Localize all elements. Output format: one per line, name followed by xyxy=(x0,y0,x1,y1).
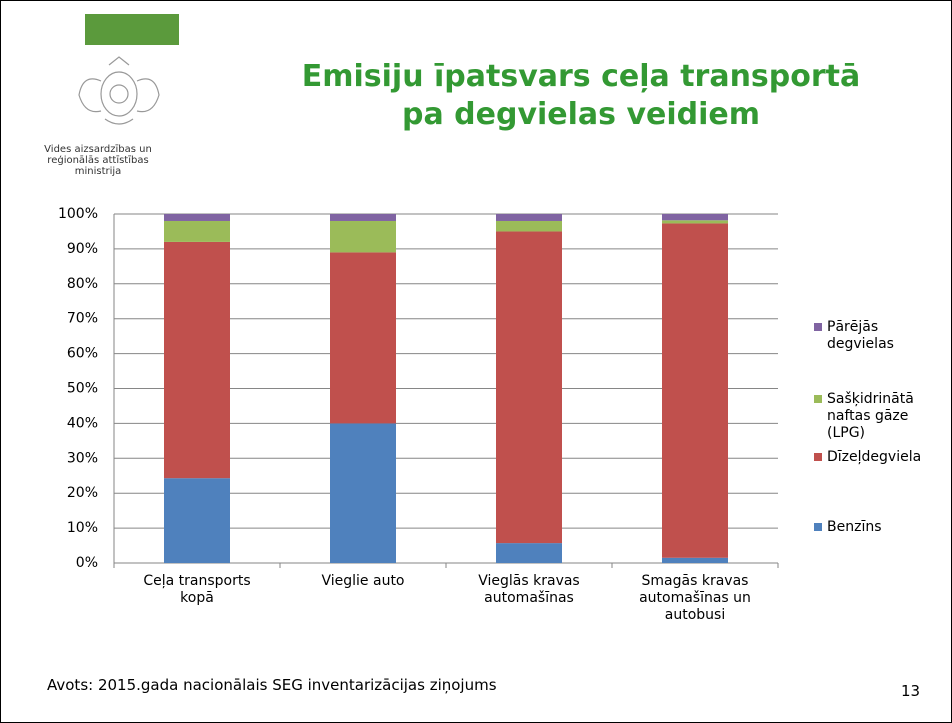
x-tick-label: Vieglie auto xyxy=(321,573,405,589)
legend-label: Dīzeļdegviela xyxy=(827,449,922,465)
legend-label: Benzīns xyxy=(827,519,882,535)
y-tick-label: 50% xyxy=(67,381,98,397)
legend-swatch xyxy=(814,453,822,461)
logo-emblem xyxy=(78,56,160,125)
bar-segment xyxy=(662,223,728,558)
header-band xyxy=(85,14,179,45)
chart-title: Emisiju īpatsvars ceļa transportā xyxy=(301,59,861,94)
legend-swatch xyxy=(814,323,822,331)
x-tick-label: Vieglās kravas automašīnas xyxy=(478,573,580,606)
bar-segment xyxy=(330,220,396,253)
bar-segment xyxy=(330,252,396,424)
y-tick-label: 100% xyxy=(58,206,98,222)
y-tick-label: 80% xyxy=(67,276,98,292)
x-tick-label: Smagās kravas automašīnas un autobusi xyxy=(639,573,751,623)
legend-label: Pārējās degvielas xyxy=(827,319,894,352)
legend-swatch xyxy=(814,523,822,531)
y-tick-label: 40% xyxy=(67,415,98,431)
bar-segment xyxy=(164,214,230,221)
legend-swatch xyxy=(814,395,822,403)
x-tick-label: Ceļa transports kopā xyxy=(143,573,251,606)
y-tick-label: 0% xyxy=(76,555,98,571)
bar-segment xyxy=(164,241,230,479)
page-number: 13 xyxy=(901,682,921,700)
bar-segment xyxy=(164,220,230,242)
bar-segment xyxy=(164,478,230,563)
y-tick-label: 30% xyxy=(67,450,98,466)
chart-title: pa degvielas veidiem xyxy=(401,97,761,132)
bar-segment xyxy=(496,543,562,563)
source-note: Avots: 2015.gada nacionālais SEG inventa… xyxy=(47,676,497,694)
bar-segment xyxy=(662,214,728,221)
y-tick-label: 60% xyxy=(67,346,98,362)
bar-segment xyxy=(496,214,562,221)
bar-segment xyxy=(330,214,396,221)
logo-text: Vides aizsardzības un xyxy=(44,144,152,155)
y-tick-label: 90% xyxy=(67,241,98,257)
y-tick-label: 10% xyxy=(67,520,98,536)
bar-segment xyxy=(662,557,728,563)
logo-text: reģionālās attīstības xyxy=(47,155,149,166)
y-tick-label: 70% xyxy=(67,311,98,327)
bar-segment xyxy=(496,220,562,232)
logo-text: ministrija xyxy=(74,166,122,177)
y-tick-label: 20% xyxy=(67,485,98,501)
bar-segment xyxy=(662,220,728,224)
legend-label: Sašķidrinātā naftas gāze (LPG) xyxy=(827,391,914,441)
bar-segment xyxy=(496,231,562,544)
bar-segment xyxy=(330,423,396,563)
